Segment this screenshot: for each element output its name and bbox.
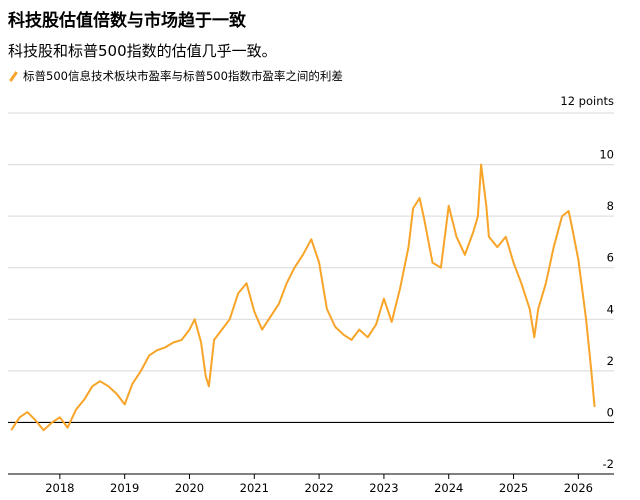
x-tick-label: 2023 (369, 481, 398, 495)
legend: 标普500信息技术板块市盈率与标普500指数市盈率之间的利差 (8, 68, 343, 84)
y-tick-label: 4 (607, 302, 614, 316)
y-tick-label: 6 (607, 251, 614, 265)
legend-label: 标普500信息技术板块市盈率与标普500指数市盈率之间的利差 (23, 69, 343, 83)
x-tick-label: 2020 (175, 481, 204, 495)
x-tick-label: 2019 (110, 481, 139, 495)
y-tick-label: -2 (603, 457, 614, 471)
x-tick-label: 2024 (434, 481, 463, 495)
grid-lines (8, 112, 614, 475)
y-tick-label: 0 (607, 405, 614, 419)
y-tick-label: 8 (607, 199, 614, 213)
x-tick-label: 2022 (304, 481, 333, 495)
chart-subtitle: 科技股和标普500指数的估值几乎一致。 (8, 42, 277, 60)
y-tick-label: 2 (607, 354, 614, 368)
y-tick-labels: 10 8 6 4 2 0 -2 (599, 148, 614, 471)
x-tick-label: 2026 (564, 481, 593, 495)
y-tick-label: 10 (599, 148, 614, 162)
series-line (10, 163, 596, 432)
x-axis: 2018 2019 2020 2021 2022 2023 2024 2025 2026 (8, 473, 614, 495)
y-unit-label: 12 points (560, 94, 614, 108)
x-tick-label: 2021 (240, 481, 269, 495)
x-tick-label: 2018 (45, 481, 74, 495)
chart-title: 科技股估值倍数与市场趋于一致 (8, 11, 246, 31)
x-tick-label: 2025 (499, 481, 528, 495)
